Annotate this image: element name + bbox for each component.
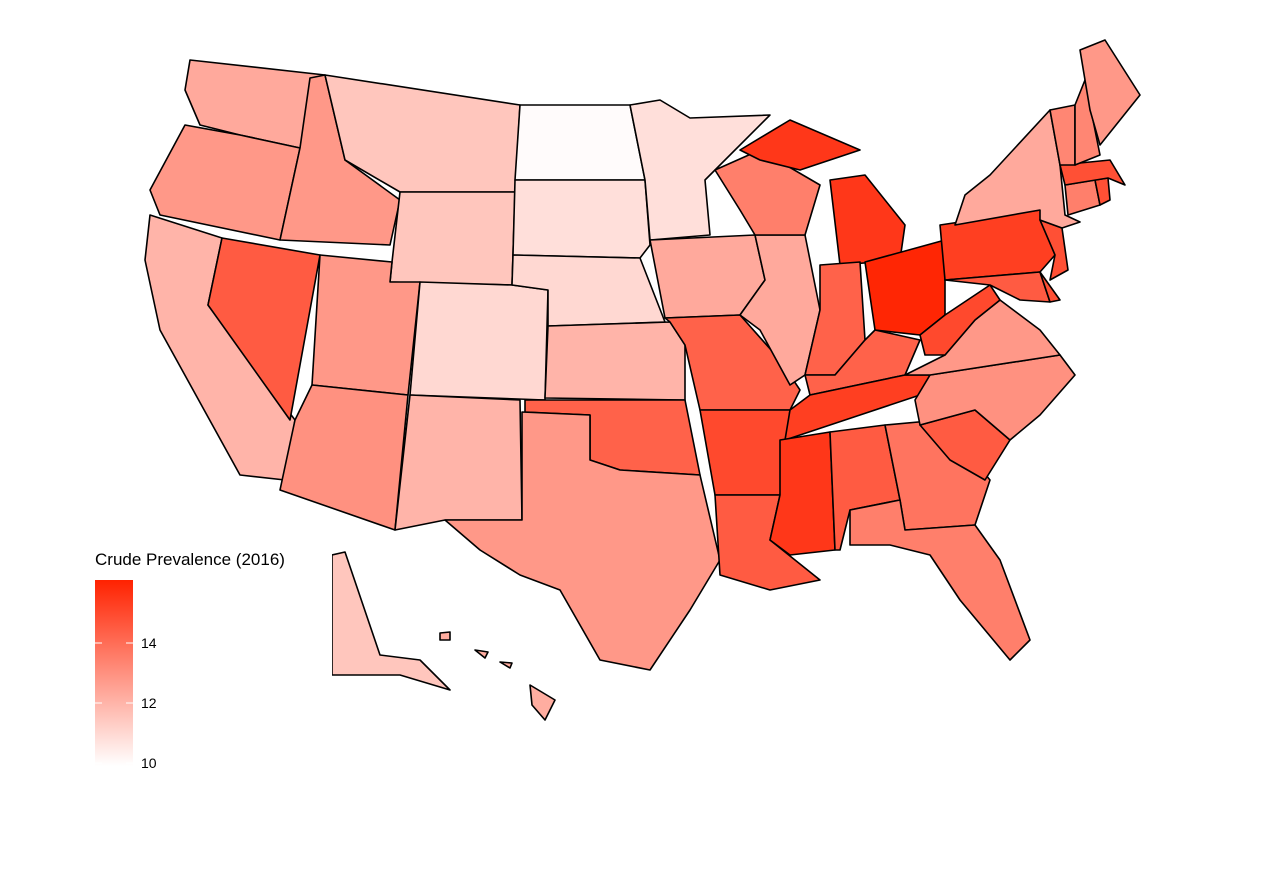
legend-tick-label: 10	[141, 755, 157, 771]
state	[207, 237, 321, 421]
legend: Crude Prevalence (2016) 10 12 14	[95, 550, 285, 771]
state	[739, 119, 906, 266]
state	[954, 109, 1081, 229]
legend-tick-label: 12	[141, 695, 157, 711]
state	[919, 284, 1001, 356]
states	[144, 39, 1141, 721]
state	[444, 411, 721, 671]
state	[699, 409, 791, 496]
legend-tick-label: 14	[141, 635, 157, 651]
state	[1059, 159, 1126, 186]
state	[332, 551, 451, 691]
state	[1074, 79, 1101, 166]
state	[512, 179, 651, 259]
state	[439, 631, 556, 721]
state	[394, 394, 523, 531]
state	[1079, 39, 1141, 146]
legend-title: Crude Prevalence (2016)	[95, 550, 285, 569]
state	[914, 354, 1076, 441]
colorbar	[95, 580, 133, 766]
state	[629, 99, 771, 241]
state	[389, 191, 516, 286]
state	[849, 499, 1031, 661]
state	[944, 271, 1051, 303]
state	[514, 104, 646, 181]
state	[279, 384, 409, 531]
state	[1064, 179, 1101, 216]
state	[409, 281, 549, 401]
state	[1039, 271, 1061, 303]
state	[769, 431, 836, 556]
state	[739, 234, 821, 386]
state	[544, 321, 686, 401]
